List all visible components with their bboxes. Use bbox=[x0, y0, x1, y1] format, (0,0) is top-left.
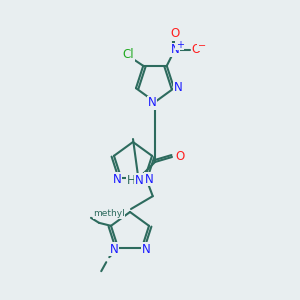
Text: −: − bbox=[198, 41, 206, 51]
Text: N: N bbox=[141, 243, 150, 256]
Text: +: + bbox=[176, 40, 184, 50]
Text: O: O bbox=[176, 149, 184, 163]
Text: N: N bbox=[170, 43, 179, 56]
Text: O: O bbox=[170, 27, 179, 40]
Text: N: N bbox=[148, 97, 156, 110]
Text: N: N bbox=[144, 173, 153, 186]
Text: N: N bbox=[174, 81, 182, 94]
Text: O: O bbox=[191, 43, 200, 56]
Text: N: N bbox=[135, 173, 143, 187]
Text: N: N bbox=[113, 173, 122, 186]
Text: N: N bbox=[110, 243, 118, 256]
Text: H: H bbox=[127, 173, 135, 187]
Text: methyl: methyl bbox=[93, 209, 125, 218]
Text: Cl: Cl bbox=[122, 48, 134, 61]
